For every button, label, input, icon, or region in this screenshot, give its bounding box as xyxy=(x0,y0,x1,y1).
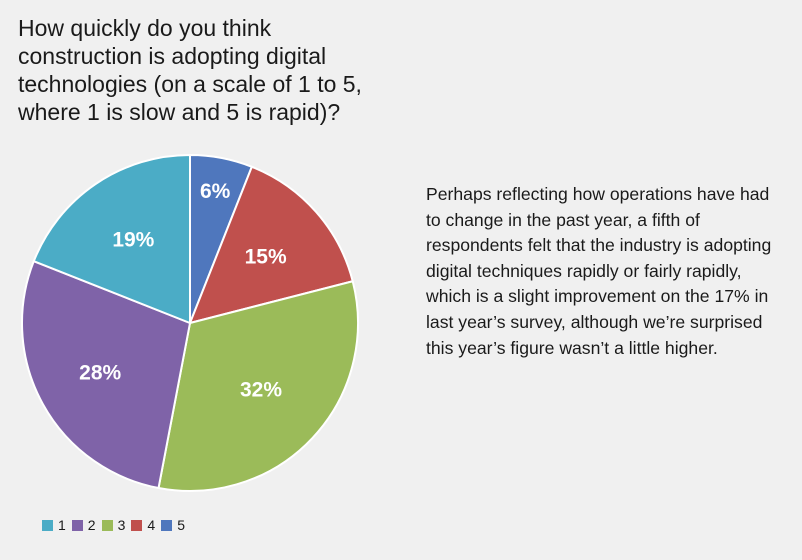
legend-swatch-4 xyxy=(131,519,143,531)
pie-slice-1 xyxy=(32,154,191,324)
legend-swatch-5 xyxy=(161,519,173,531)
legend-item-1: 1 xyxy=(42,517,66,533)
pie-slice-label-4: 15% xyxy=(245,245,287,268)
legend-label-4: 4 xyxy=(147,517,156,533)
pie-slice-4 xyxy=(189,165,354,324)
legend-item-5: 5 xyxy=(161,517,185,533)
legend-label-1: 1 xyxy=(58,517,66,533)
pie-slice-label-5: 6% xyxy=(200,180,231,203)
legend-swatch-3 xyxy=(101,519,113,531)
legend-label-2: 2 xyxy=(87,517,96,533)
commentary-text: Perhaps reflecting how operations have h… xyxy=(426,184,772,358)
legend-swatch-1 xyxy=(42,519,53,531)
pie-chart: 6% 15% 32% 28% 19% xyxy=(21,154,359,492)
pie-slice-label-2: 28% xyxy=(79,361,121,384)
legend-item-3: 3 xyxy=(101,517,126,533)
legend-item-4: 4 xyxy=(131,517,155,533)
pie-slice-2 xyxy=(21,260,191,490)
chart-legend: 1 2 3 4 5 xyxy=(42,517,191,533)
pie-slice-label-1: 19% xyxy=(112,229,154,252)
legend-swatch-2 xyxy=(71,519,83,531)
legend-item-2: 2 xyxy=(71,517,96,533)
chart-question-title: How quickly do you think construction is… xyxy=(18,15,362,125)
legend-label-5: 5 xyxy=(177,517,185,533)
pie-slice-3 xyxy=(157,280,359,492)
pie-slice-label-3: 32% xyxy=(240,379,282,402)
legend-label-3: 3 xyxy=(117,517,126,533)
